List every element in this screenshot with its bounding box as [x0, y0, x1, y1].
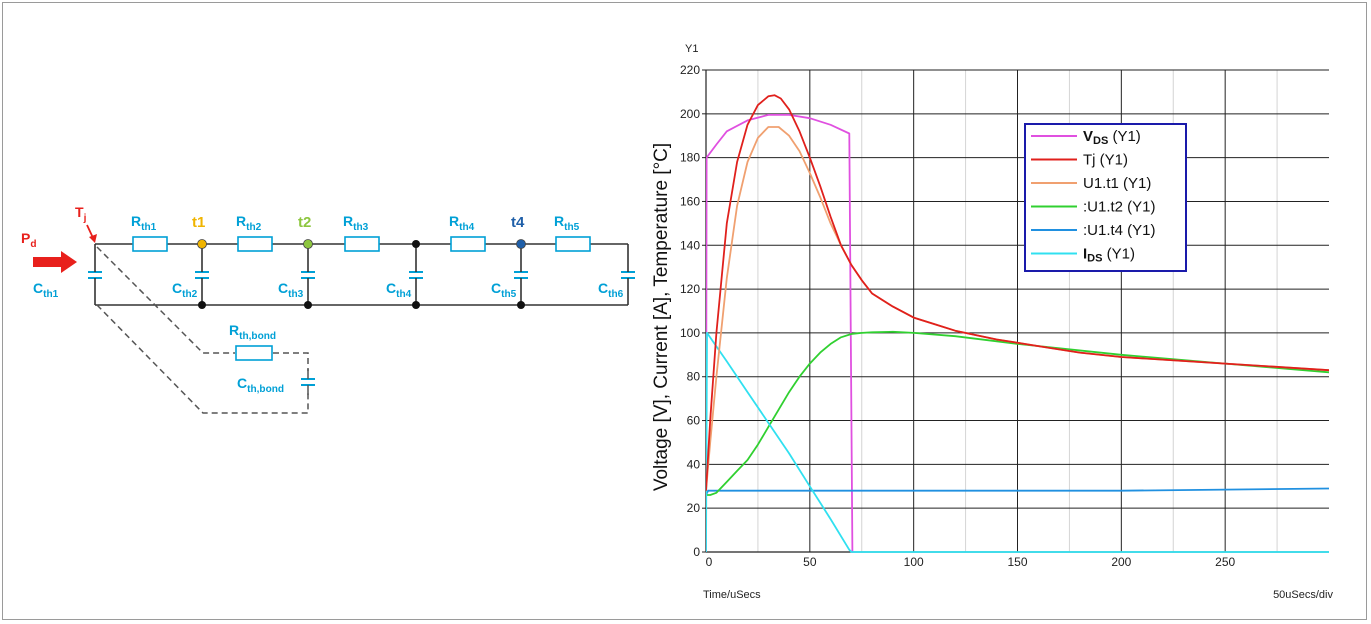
- capacitor-label-th3: Cth3: [278, 280, 304, 300]
- power-input-label: Pd: [21, 230, 37, 250]
- x-axis-label: Time/uSecs: [703, 589, 761, 601]
- junction-dot: [198, 301, 206, 309]
- resistor-th1: [132, 236, 168, 252]
- series-line: [706, 332, 1329, 553]
- resistor-th2: [237, 236, 273, 252]
- power-input-arrow: [33, 251, 77, 273]
- bond-resistor-label: Rth,bond: [229, 322, 276, 342]
- x-scale-label: 50uSecs/div: [1273, 589, 1333, 601]
- capacitor-gap-th2: [194, 271, 210, 279]
- junction-dot: [412, 301, 420, 309]
- resistor-th3: [344, 236, 380, 252]
- series-line: [706, 114, 854, 553]
- capacitor-gap-th3: [300, 271, 316, 279]
- capacitor-gap-th6: [620, 271, 636, 279]
- y-tick-label: 200: [680, 107, 700, 121]
- legend-entry: IDS (Y1): [1083, 246, 1135, 265]
- capacitor-label-th1: Cth1: [33, 280, 59, 300]
- capacitor-gap-th1: [87, 271, 103, 279]
- capacitor-label-th6: Cth6: [598, 280, 624, 300]
- x-tick-label: 0: [706, 555, 713, 569]
- resistor-label-th2: Rth2: [236, 213, 262, 233]
- y-tick-label: 60: [687, 414, 701, 428]
- resistor-label-th5: Rth5: [554, 213, 580, 233]
- resistor-th4: [450, 236, 486, 252]
- junction-dot: [412, 240, 420, 248]
- resistor-label-th4: Rth4: [449, 213, 475, 233]
- legend-entry: :U1.t4 (Y1): [1083, 222, 1156, 239]
- legend-box: [1024, 123, 1187, 272]
- resistor-label-th1: Rth1: [131, 213, 157, 233]
- y-axis-label: Voltage [V], Current [A], Temperature [°…: [651, 143, 672, 491]
- resistor-th5: [555, 236, 591, 252]
- y-tick-label: 220: [680, 63, 700, 77]
- junction-temperature-arrowhead: [89, 234, 97, 243]
- legend-entry: Tj (Y1): [1083, 152, 1128, 169]
- series-line: [706, 330, 1329, 496]
- bond-capacitor-label: Cth,bond: [237, 375, 284, 395]
- node-t2: [303, 239, 313, 249]
- y-tick-label: 40: [687, 457, 701, 471]
- x-tick-label: 150: [1007, 555, 1027, 569]
- legend-entry: U1.t1 (Y1): [1083, 175, 1151, 192]
- capacitor-label-th2: Cth2: [172, 280, 198, 300]
- bond-dashed-path: [96, 246, 309, 371]
- capacitor-gap-th4: [408, 271, 424, 279]
- transient-chart: 0 20 40 60 80 100 120 140 160 180 200 220 0 50 100 150 2…: [651, 43, 1333, 601]
- y-tick-label: 140: [680, 238, 700, 252]
- node-t1: [197, 239, 207, 249]
- series-line: [706, 487, 1329, 496]
- legend-entry: VDS (Y1): [1083, 128, 1141, 147]
- y-tick-label: 160: [680, 194, 700, 208]
- bond-dashed-path: [96, 304, 309, 414]
- capacitor-label-th4: Cth4: [386, 280, 412, 300]
- x-tick-label: 50: [803, 555, 817, 569]
- y-tick-label: 20: [687, 501, 701, 515]
- x-tick-label: 100: [904, 555, 924, 569]
- junction-temperature-label: Tj: [75, 204, 87, 224]
- junction-dot: [304, 301, 312, 309]
- x-tick-label: 200: [1111, 555, 1131, 569]
- y-tick-label: 100: [680, 326, 700, 340]
- node-t4: [516, 239, 526, 249]
- resistor-label-th3: Rth3: [343, 213, 369, 233]
- y-tick-label: 180: [680, 151, 700, 165]
- node-label-t4: t4: [511, 214, 525, 231]
- y-tick-label: 80: [687, 370, 701, 384]
- series-line: [706, 94, 1329, 491]
- capacitor-gap-th5: [513, 271, 529, 279]
- legend-entry: :U1.t2 (Y1): [1083, 199, 1156, 216]
- junction-dot: [517, 301, 525, 309]
- bond-resistor: [235, 345, 273, 361]
- x-tick-label: 250: [1215, 555, 1235, 569]
- y-tick-label: 120: [680, 282, 700, 296]
- node-label-t2: t2: [298, 214, 311, 231]
- capacitor-label-th5: Cth5: [491, 280, 517, 300]
- y-axis-name: Y1: [685, 43, 698, 55]
- y-tick-label: 0: [693, 545, 700, 559]
- thermal-network-diagram: Rth1 Rth2 Rth3 Rth4 Rth5 Cth1 Cth2 Cth3 Cth4 Cth5…: [21, 204, 636, 414]
- node-label-t1: t1: [192, 214, 205, 231]
